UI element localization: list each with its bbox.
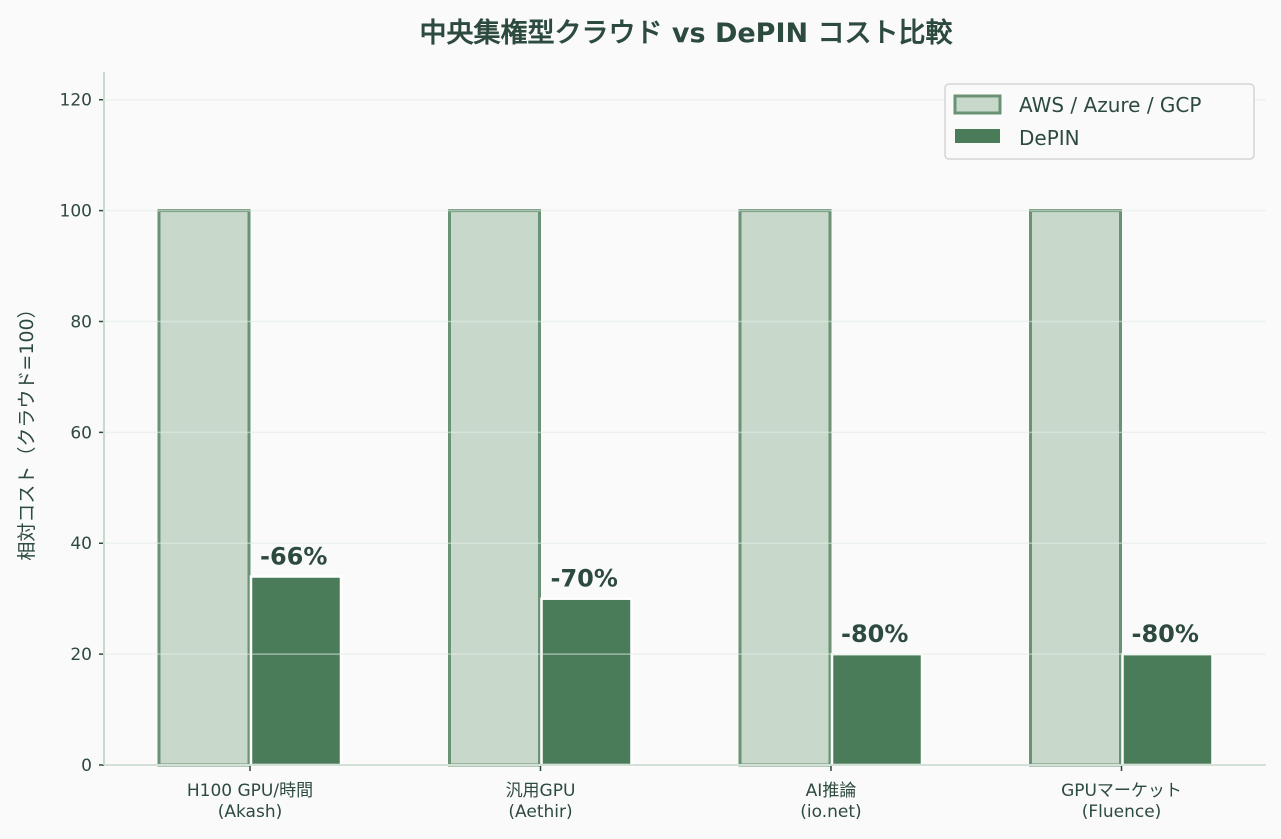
x-tick-label: (Fluence) <box>1082 802 1162 822</box>
legend-box <box>944 83 1255 160</box>
x-tick-label: (Akash) <box>218 802 283 822</box>
legend-label: DePIN <box>1019 126 1080 150</box>
x-tick-label: H100 GPU/時間 <box>187 781 313 801</box>
bar-cloud <box>1029 209 1122 767</box>
y-tick-label: 60 <box>70 423 92 443</box>
y-tick-label: 0 <box>81 756 92 776</box>
legend-swatch <box>955 129 1000 143</box>
bar-cloud <box>738 209 832 767</box>
bar-depin <box>1121 652 1214 767</box>
data-label: -70% <box>551 565 618 593</box>
x-tick-label: (Aethir) <box>508 802 572 822</box>
x-tick-label: AI推論 <box>806 781 857 801</box>
legend-swatch <box>953 94 1002 115</box>
y-tick-label: 100 <box>60 202 92 222</box>
bar-cloud <box>448 209 541 767</box>
y-tick-label: 120 <box>60 91 92 111</box>
legend: AWS / Azure / GCP DePIN <box>944 83 1255 160</box>
x-tick-label: (io.net) <box>800 802 861 822</box>
chart-title: 中央集権型クラウド vs DePIN コスト比較 <box>419 17 953 49</box>
data-label: -80% <box>1132 620 1199 648</box>
data-label: -80% <box>841 620 908 648</box>
y-tick-label: 40 <box>70 534 92 554</box>
bar-depin <box>249 575 343 767</box>
bar-cloud <box>157 209 251 767</box>
legend-label: AWS / Azure / GCP <box>1019 93 1201 117</box>
x-tick-label: 汎用GPU <box>506 781 576 801</box>
bar-depin <box>540 597 633 767</box>
x-tick-label: GPUマーケット <box>1061 781 1182 801</box>
y-axis-label: 相対コスト（クラウド=100） <box>16 299 38 560</box>
data-label: -66% <box>260 543 327 571</box>
y-tick-label: 80 <box>70 312 92 332</box>
bar-depin <box>830 652 924 767</box>
y-tick-label: 20 <box>70 645 92 665</box>
